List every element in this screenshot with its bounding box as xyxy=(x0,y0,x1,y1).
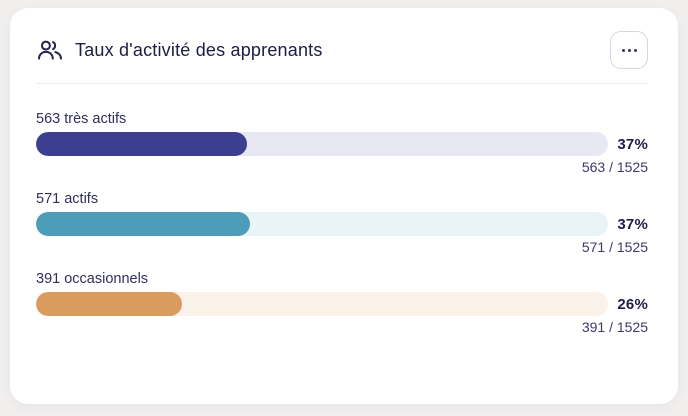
ellipsis-icon xyxy=(627,48,631,52)
percent-value: 37% xyxy=(617,135,648,153)
header-divider xyxy=(36,83,648,84)
progress-fill xyxy=(36,132,248,156)
ellipsis-icon xyxy=(621,48,625,52)
fraction-value: 571 / 1525 xyxy=(581,239,648,255)
row-label: 391 occasionnels xyxy=(36,271,149,287)
stat-row-occasionnels: 391 occasionnels 26% 391 / 1525 xyxy=(36,270,648,336)
progress-fill xyxy=(36,292,183,316)
stat-row-actifs: 571 actifs 37% 571 / 1525 xyxy=(36,190,648,256)
card-header: Taux d'activité des apprenants xyxy=(36,30,648,70)
bar-line: 26% xyxy=(36,292,648,316)
percent-value: 37% xyxy=(617,215,648,233)
bar-line: 37% xyxy=(36,212,648,236)
activity-rate-card: Taux d'activité des apprenants 563 très … xyxy=(10,8,678,404)
progress-fill xyxy=(36,212,250,236)
row-label: 563 très actifs xyxy=(36,111,127,127)
fraction-value: 391 / 1525 xyxy=(581,319,648,335)
users-icon xyxy=(36,36,64,64)
percent-value: 26% xyxy=(617,295,648,313)
progress-track xyxy=(36,292,608,316)
card-title: Taux d'activité des apprenants xyxy=(75,39,323,60)
bar-line: 37% xyxy=(36,132,648,156)
progress-track xyxy=(36,212,608,236)
activity-rows: 563 très actifs 37% 563 / 1525 571 actif… xyxy=(36,110,648,336)
row-label: 571 actifs xyxy=(36,191,99,207)
progress-track xyxy=(36,132,608,156)
ellipsis-icon xyxy=(633,48,637,52)
card-menu-button[interactable] xyxy=(610,31,648,69)
fraction-value: 563 / 1525 xyxy=(581,159,648,175)
stat-row-tres-actifs: 563 très actifs 37% 563 / 1525 xyxy=(36,110,648,176)
